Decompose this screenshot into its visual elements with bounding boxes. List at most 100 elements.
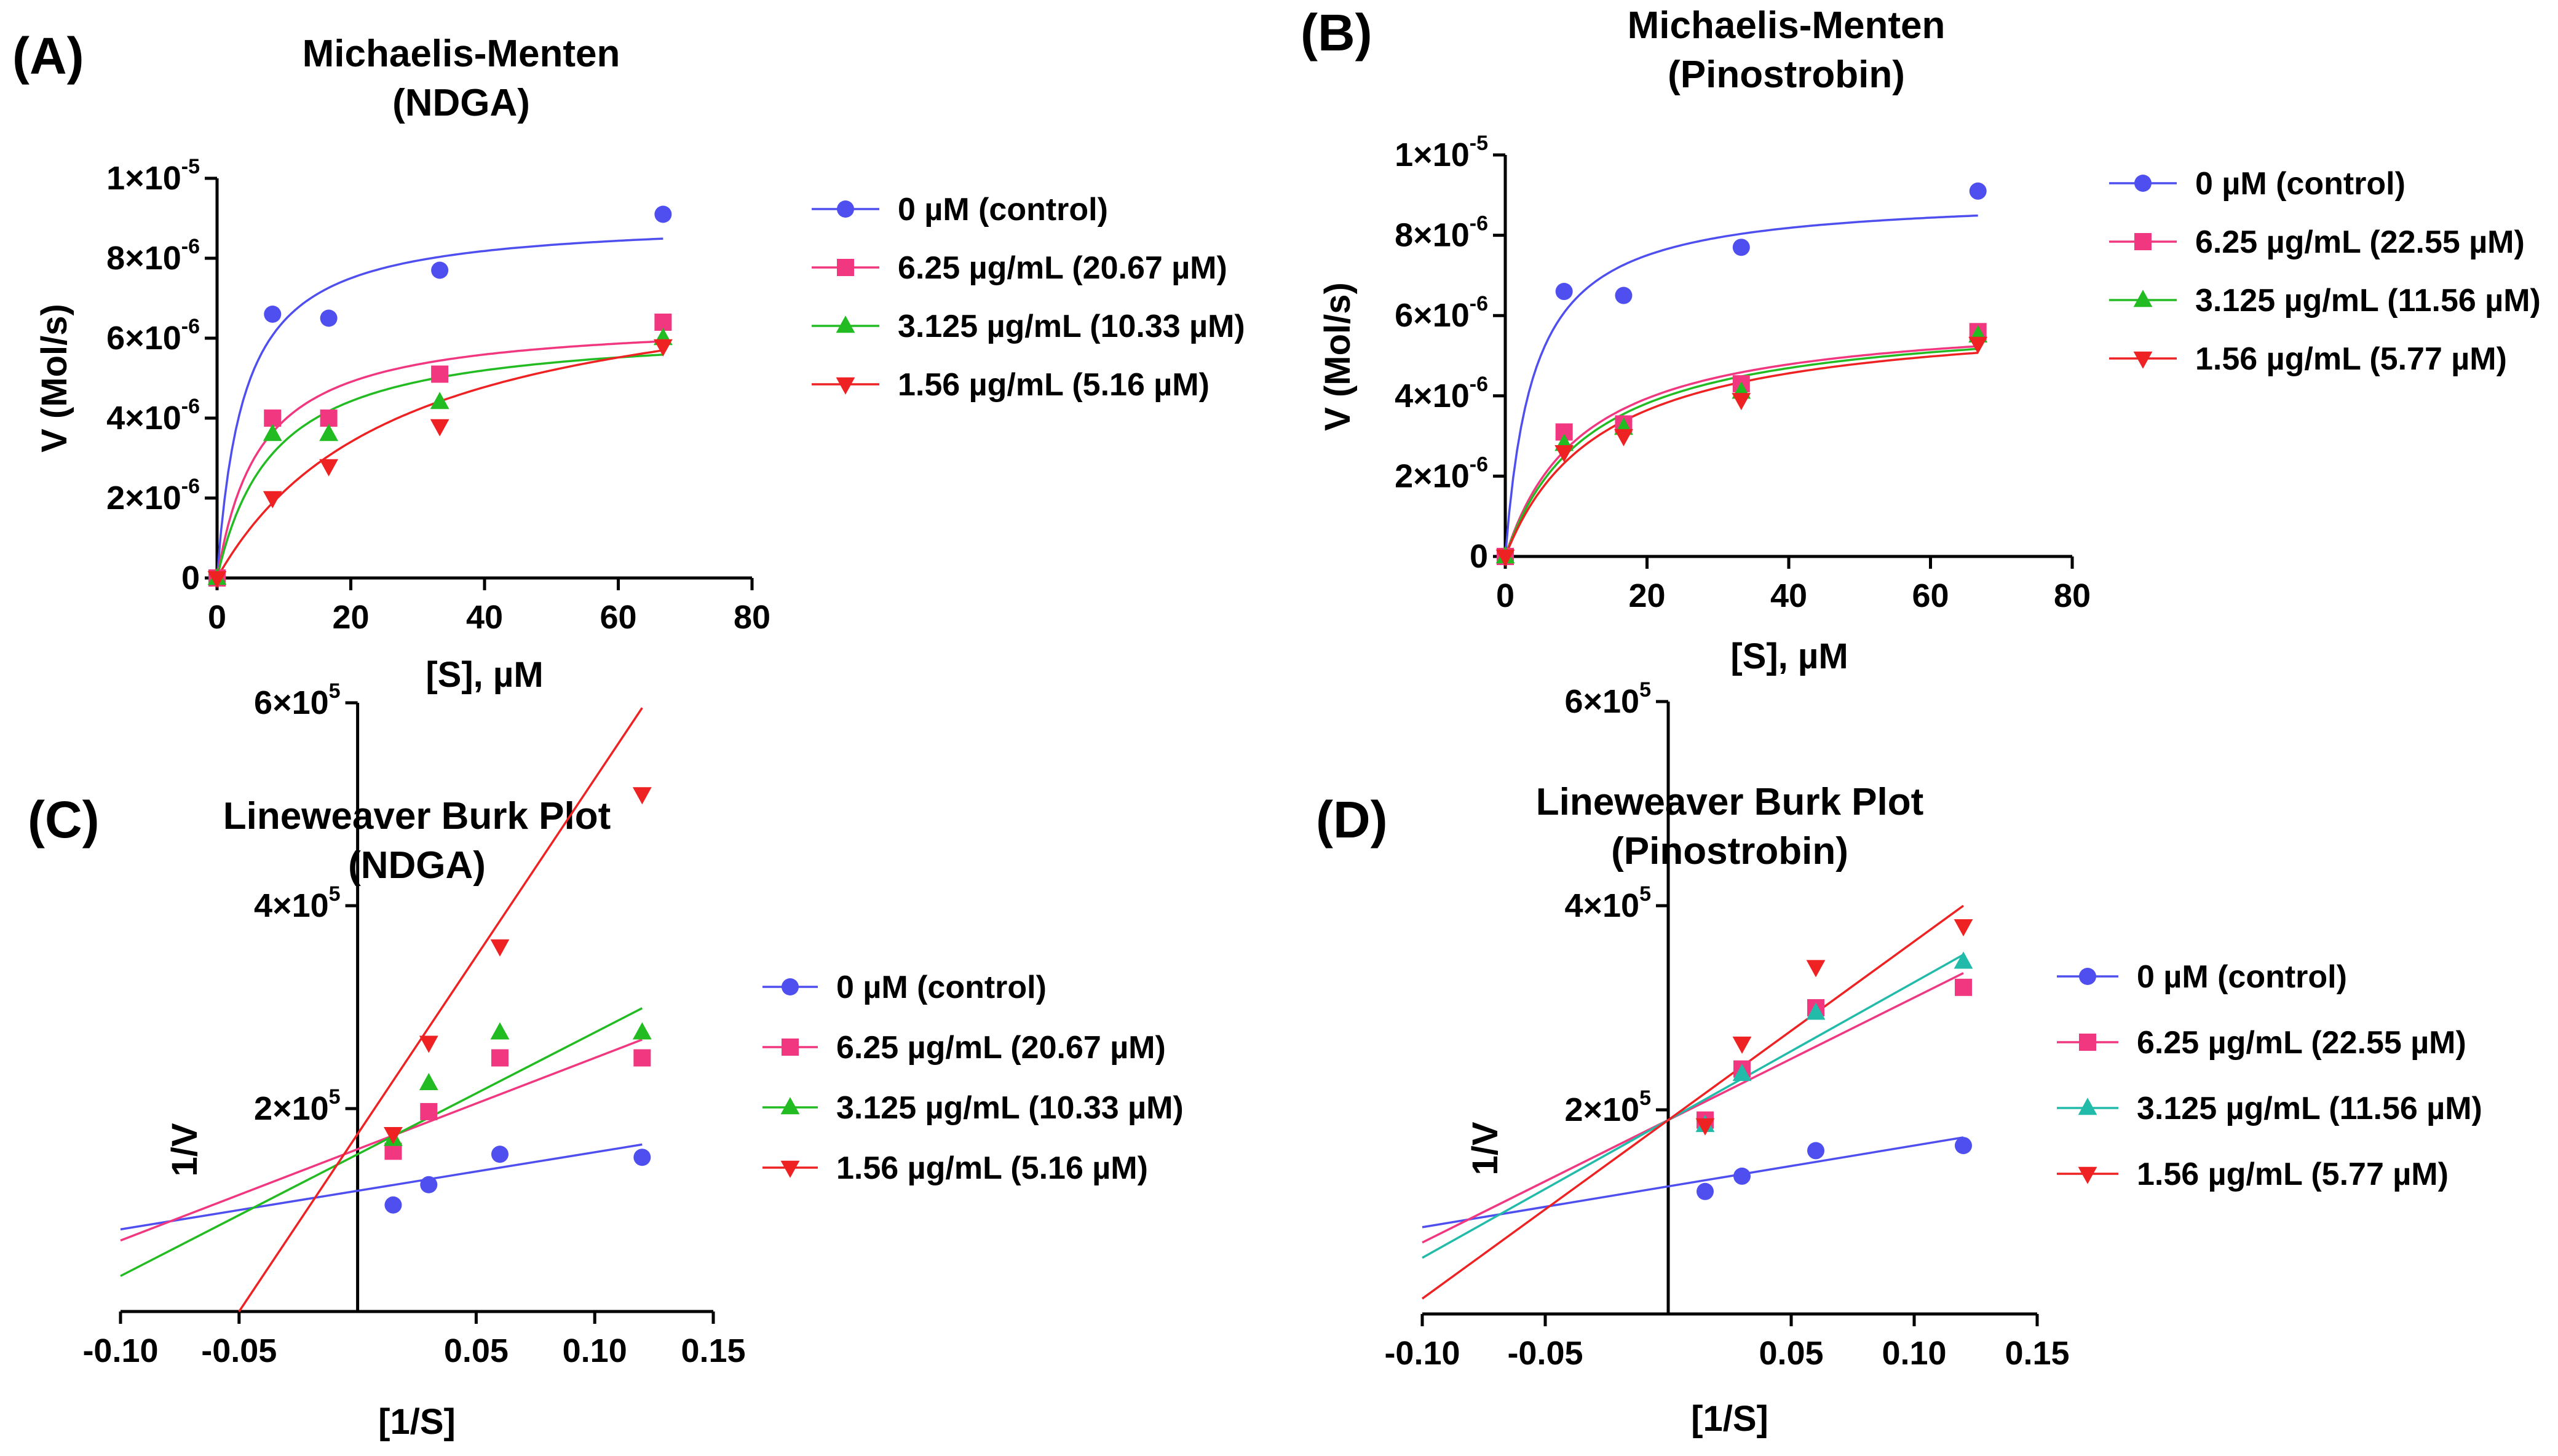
x-tick-label: -0.05 <box>201 1332 277 1369</box>
x-tick-label: 0.05 <box>444 1332 509 1369</box>
legend-marker-1 <box>2134 233 2152 250</box>
data-point-series-3 <box>1806 960 1826 978</box>
legend: 0 µM (control) 6.25 µg/mL (20.67 µM) 3.125… <box>762 970 1184 1186</box>
y-tick-label: 4×105 <box>1564 882 1651 924</box>
x-tick-label: 0.10 <box>1882 1335 1946 1372</box>
y-tick-label-base: 1×10 <box>106 160 181 197</box>
x-tick-label: 0.15 <box>681 1332 745 1369</box>
data-point-series-3 <box>1968 336 1988 354</box>
fit-line-series-1 <box>120 1039 643 1242</box>
y-tick-label-base: 6×10 <box>254 684 329 721</box>
legend-marker-1 <box>2079 1034 2096 1051</box>
legend-marker-1 <box>837 259 854 276</box>
legend-marker-2 <box>836 315 855 333</box>
axes <box>205 176 754 590</box>
data-point-series-0 <box>654 205 672 223</box>
data-point-series-0 <box>1615 287 1633 304</box>
y-tick-label-exp: 5 <box>1639 678 1651 702</box>
y-tick-label-base: 8×10 <box>106 240 181 277</box>
y-tick-label-base: 2×10 <box>1395 457 1470 494</box>
y-tick-label-base: 0 <box>181 560 200 596</box>
y-tick-label-exp: 5 <box>1639 882 1651 906</box>
y-tick-label: 6×105 <box>1564 678 1651 720</box>
legend-marker-0 <box>2079 968 2096 985</box>
legend-item-1: 6.25 µg/mL (22.55 µM) <box>2137 1025 2466 1061</box>
y-tick-label: 4×10-6 <box>1395 373 1488 414</box>
legend-item-2: 3.125 µg/mL (10.33 µM) <box>836 1090 1184 1126</box>
y-tick-label: 8×10-6 <box>1395 212 1488 254</box>
data-point-series-0 <box>1732 239 1750 256</box>
data-point-series-0 <box>1969 182 1987 200</box>
y-tick-label: 1×10-5 <box>106 155 200 197</box>
legend-item-0: 0 µM (control) <box>836 970 1047 1005</box>
data-point-series-1 <box>491 1049 509 1067</box>
legend-marker-0 <box>2134 175 2152 192</box>
legend-marker-2 <box>780 1097 800 1115</box>
legend-item-2: 3.125 µg/mL (11.56 µM) <box>2195 283 2541 318</box>
fit-line-series-0 <box>216 237 663 579</box>
x-axis-label: [1/S] <box>378 1402 456 1442</box>
y-tick-label: 6×10-6 <box>106 315 200 357</box>
fit-line-series-0 <box>120 1143 643 1231</box>
y-tick-label-base: 6×10 <box>106 320 181 357</box>
panel-a: (A) Michaelis-Menten (NDGA) [S], µM V (Mol/s… <box>12 27 1245 695</box>
panel-d: (D) Lineweaver Burk Plot (Pinostrobin) [1/S… <box>1316 678 2482 1439</box>
fit-line-series-1 <box>216 340 663 579</box>
x-tick-label: 40 <box>466 599 503 636</box>
data-point-series-0 <box>1807 1142 1824 1160</box>
y-tick-label-base: 2×10 <box>254 1090 329 1127</box>
x-tick-label: 60 <box>1912 577 1949 614</box>
y-axis-label: 1/V <box>165 1123 205 1176</box>
legend: 0 µM (control) 6.25 µg/mL (22.55 µM) 3.125… <box>2109 166 2541 377</box>
fit-line-series-2 <box>1422 954 1964 1259</box>
y-tick-label-exp: -5 <box>181 155 200 178</box>
y-tick-label: 2×105 <box>1564 1086 1651 1128</box>
y-tick-label-base: 4×10 <box>106 400 181 437</box>
data-point-series-3 <box>653 339 673 357</box>
data-point-series-1 <box>633 1049 651 1067</box>
y-tick-label-base: 6×10 <box>1564 683 1639 720</box>
legend-item-1: 6.25 µg/mL (20.67 µM) <box>836 1030 1166 1066</box>
data-point-series-0 <box>431 261 449 279</box>
y-tick-label-exp: -6 <box>181 235 200 258</box>
data-point-series-2 <box>419 1072 438 1090</box>
data-point-series-0 <box>420 1176 438 1193</box>
chart-title: Michaelis-Menten <box>1628 4 1946 47</box>
legend-marker-3 <box>2133 351 2153 369</box>
data-point-series-2 <box>490 1022 510 1040</box>
x-tick-label: 80 <box>2054 577 2091 614</box>
x-tick-label: 0.05 <box>1759 1335 1823 1372</box>
legend-item-0: 0 µM (control) <box>898 192 1108 228</box>
data-point-series-3 <box>430 419 449 437</box>
x-axis-label: [S], µM <box>1730 636 1848 676</box>
chart-subtitle: (NDGA) <box>392 82 530 124</box>
x-axis-label: [S], µM <box>426 655 543 695</box>
legend-marker-0 <box>837 200 854 218</box>
data-point-series-2 <box>430 392 449 410</box>
x-tick-label: 0 <box>1496 577 1515 614</box>
legend-marker-3 <box>2078 1166 2097 1184</box>
data-point-series-0 <box>320 309 338 327</box>
data-point-series-2 <box>263 424 282 441</box>
legend-marker-3 <box>836 377 855 395</box>
x-tick-label: 40 <box>1770 577 1807 614</box>
data-point-series-0 <box>384 1196 402 1214</box>
fit-line-series-0 <box>1504 214 1978 557</box>
y-tick-label-exp: 5 <box>329 1085 341 1109</box>
axes <box>1420 700 2039 1326</box>
y-tick-label-exp: 5 <box>329 679 341 703</box>
y-tick-label-exp: -6 <box>181 475 200 498</box>
fit-line-series-2 <box>216 354 663 579</box>
x-tick-label: 20 <box>332 599 369 636</box>
y-tick-label-exp: -6 <box>181 395 200 418</box>
y-tick-label-base: 4×10 <box>1564 887 1639 924</box>
legend-marker-0 <box>782 978 799 995</box>
y-axis-label: V (Mol/s) <box>1318 282 1358 431</box>
x-tick-label: 0.15 <box>2005 1335 2069 1372</box>
x-tick-label: 0.10 <box>563 1332 627 1369</box>
y-tick-label-exp: -6 <box>1470 453 1488 476</box>
legend-item-0: 0 µM (control) <box>2195 166 2406 202</box>
chart-subtitle: (Pinostrobin) <box>1668 53 1905 96</box>
y-tick-label-exp: 5 <box>329 882 341 906</box>
